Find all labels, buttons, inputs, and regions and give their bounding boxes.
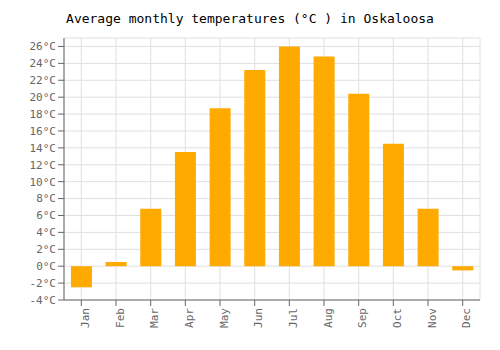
svg-text:8°C: 8°C	[36, 192, 56, 205]
svg-text:26°C: 26°C	[30, 40, 57, 53]
svg-text:14°C: 14°C	[30, 142, 57, 155]
svg-text:-2°C: -2°C	[30, 277, 57, 290]
svg-text:Jun: Jun	[252, 308, 265, 328]
svg-text:Jan: Jan	[79, 308, 92, 328]
svg-text:Nov: Nov	[426, 308, 439, 328]
svg-text:Mar: Mar	[148, 308, 161, 328]
svg-text:Jul: Jul	[287, 308, 300, 328]
svg-text:0°C: 0°C	[36, 260, 56, 273]
svg-text:May: May	[218, 308, 231, 328]
svg-text:2°C: 2°C	[36, 243, 56, 256]
svg-text:12°C: 12°C	[30, 159, 57, 172]
html-text:Average monthly temperatures (: Average monthly temperatures (°C ) in Os…	[66, 11, 434, 26]
svg-text:Apr: Apr	[183, 308, 196, 328]
svg-text:Sep: Sep	[356, 308, 369, 328]
svg-text:24°C: 24°C	[30, 57, 57, 70]
svg-text:Feb: Feb	[114, 308, 127, 328]
svg-text:Dec: Dec	[460, 308, 473, 328]
svg-text:6°C: 6°C	[36, 209, 56, 222]
svg-text:16°C: 16°C	[30, 125, 57, 138]
svg-text:10°C: 10°C	[30, 176, 57, 189]
svg-text:4°C: 4°C	[36, 226, 56, 239]
svg-text:-4°C: -4°C	[30, 294, 57, 307]
svg-text:20°C: 20°C	[30, 91, 57, 104]
svg-text:Aug: Aug	[322, 308, 335, 328]
svg-text:18°C: 18°C	[30, 108, 57, 121]
svg-text:Oct: Oct	[391, 308, 404, 328]
svg-text:22°C: 22°C	[30, 74, 57, 87]
